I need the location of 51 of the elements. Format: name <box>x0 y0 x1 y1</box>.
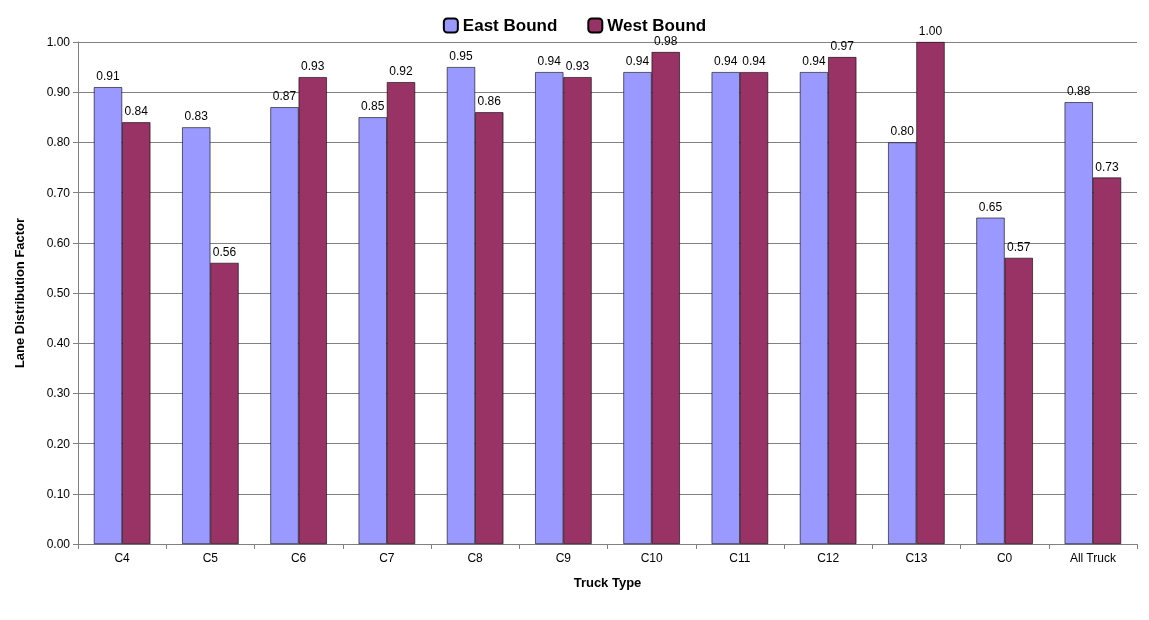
data-label: 0.92 <box>389 64 413 79</box>
data-label: 0.87 <box>272 89 297 104</box>
y-tick-label: 0.30 <box>46 386 71 401</box>
data-label: 0.88 <box>1067 84 1091 99</box>
data-label: 0.86 <box>477 94 502 109</box>
data-label: 0.93 <box>301 59 325 74</box>
y-tick-label: 1.00 <box>46 35 71 49</box>
legend-label: East Bound <box>462 16 558 35</box>
data-label: 0.83 <box>184 109 209 124</box>
legend-label: West Bound <box>607 16 707 35</box>
data-label: 0.94 <box>537 54 562 69</box>
data-label: 0.98 <box>654 34 678 49</box>
data-label: 0.95 <box>449 49 474 64</box>
x-tick-label: C0 <box>996 551 1013 565</box>
data-label: 0.56 <box>212 244 237 259</box>
x-tick-label: C7 <box>379 551 395 565</box>
x-tick-label: C12 <box>817 551 840 565</box>
y-tick-label: 0.60 <box>46 235 71 250</box>
x-tick-label: C6 <box>290 551 307 565</box>
data-label: 1.00 <box>918 24 943 38</box>
data-label: 0.65 <box>978 199 1003 214</box>
data-label: 0.94 <box>714 54 738 69</box>
y-tick-label: 0.50 <box>46 286 71 300</box>
x-axis-title: Truck Type <box>573 575 642 590</box>
x-tick-label: C8 <box>467 551 484 565</box>
data-label: 0.85 <box>361 99 385 114</box>
data-label: 0.94 <box>625 54 650 69</box>
x-tick-label: C10 <box>640 551 663 565</box>
x-tick-label: C4 <box>114 551 131 565</box>
y-tick-label: 0.90 <box>46 85 71 100</box>
x-tick-label: C11 <box>729 551 751 565</box>
data-label: 0.94 <box>802 54 827 69</box>
data-label: 0.84 <box>124 104 149 119</box>
y-tick-label: 0.10 <box>46 486 71 501</box>
y-tick-label: 0.40 <box>46 336 71 351</box>
data-label: 0.57 <box>1007 239 1031 254</box>
data-label: 0.91 <box>96 69 121 84</box>
y-tick-label: 0.20 <box>46 436 71 451</box>
x-tick-label: C9 <box>555 551 572 565</box>
x-tick-label: C13 <box>905 551 928 565</box>
data-label: 0.80 <box>890 124 915 139</box>
data-label: 0.93 <box>565 59 590 74</box>
y-tick-label: 0.80 <box>46 135 71 150</box>
data-label: 0.97 <box>830 39 855 54</box>
data-label: 0.94 <box>742 54 766 69</box>
x-tick-label: All Truck <box>1069 551 1117 565</box>
y-tick-label: 0.70 <box>46 185 71 200</box>
data-label: 0.73 <box>1095 159 1119 174</box>
x-tick-label: C5 <box>202 551 219 565</box>
y-axis-title: Lane Distribution Factor <box>12 217 27 369</box>
y-tick-label: 0.00 <box>46 537 71 551</box>
